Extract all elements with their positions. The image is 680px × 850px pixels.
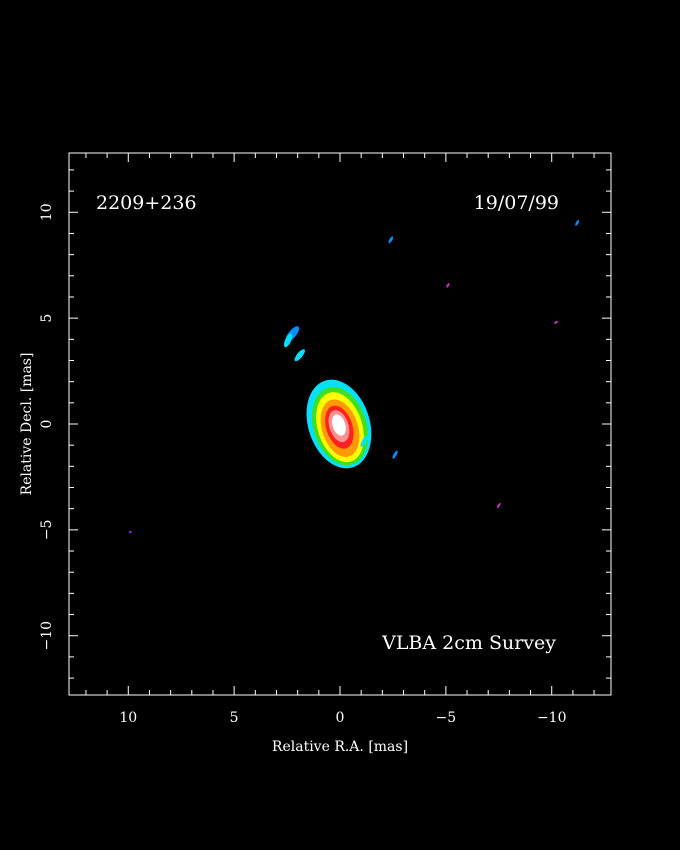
y-axis-title: Relative Decl. [mas] xyxy=(19,353,35,496)
emission-feature-8 xyxy=(446,283,450,288)
emission-feature-2 xyxy=(284,333,293,348)
y-tick-label: 5 xyxy=(39,314,55,323)
emission-layer xyxy=(128,220,580,533)
emission-feature-10 xyxy=(497,502,501,509)
emission-feature-5 xyxy=(392,450,398,459)
x-tick-label: 0 xyxy=(336,710,345,726)
y-tick-label: −10 xyxy=(39,621,55,651)
x-tick-label: −10 xyxy=(537,710,567,726)
emission-feature-6 xyxy=(388,236,394,244)
y-tick-label: −5 xyxy=(39,520,55,541)
core-contour-level-7 xyxy=(332,414,346,436)
emission-feature-7 xyxy=(575,220,580,226)
x-tick-label: −5 xyxy=(436,710,457,726)
emission-feature-4 xyxy=(360,434,369,447)
date-label: 19/07/99 xyxy=(474,192,559,214)
x-axis-title: Relative R.A. [mas] xyxy=(272,739,408,755)
axis-ticks xyxy=(69,153,611,695)
y-tick-label: 0 xyxy=(39,420,55,429)
source-label: 2209+236 xyxy=(96,192,197,214)
emission-feature-3 xyxy=(294,349,305,362)
emission-feature-11 xyxy=(128,531,133,533)
axis-tick-labels: 10 5 0 −5 −10 10 5 0 −5 −10 xyxy=(39,203,566,726)
emission-feature-9 xyxy=(554,320,558,324)
survey-label: VLBA 2cm Survey xyxy=(381,632,556,654)
y-tick-label: 10 xyxy=(39,203,55,221)
x-tick-label: 10 xyxy=(119,710,137,726)
x-tick-label: 5 xyxy=(230,710,239,726)
